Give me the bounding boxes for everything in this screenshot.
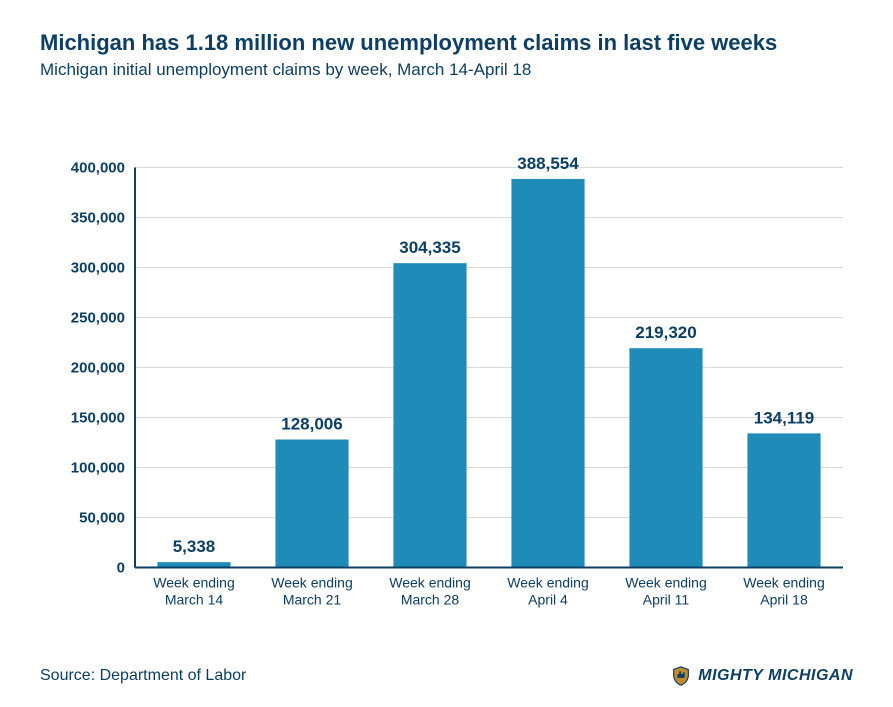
- source-citation: Source: Department of Labor: [40, 667, 246, 685]
- bar: [629, 348, 702, 567]
- brand-text: MIGHTY MICHIGAN: [698, 667, 853, 685]
- x-tick-label: Week ending: [625, 575, 706, 591]
- chart-subtitle: Michigan initial unemployment claims by …: [40, 60, 853, 80]
- x-tick-label: March 14: [165, 592, 224, 608]
- x-tick-label: April 18: [760, 592, 808, 608]
- x-tick-label: March 28: [401, 592, 460, 608]
- y-tick-label: 50,000: [79, 510, 125, 527]
- y-tick-label: 300,000: [71, 260, 125, 277]
- x-tick-label: Week ending: [389, 575, 470, 591]
- shield-icon: [670, 665, 692, 687]
- chart-title: Michigan has 1.18 million new unemployme…: [40, 30, 853, 56]
- x-tick-label: Week ending: [743, 575, 824, 591]
- chart-plot-area: 0 50,000 100,000 150,000 200,000 250,000 300,0…: [40, 110, 853, 655]
- x-tick-label: March 21: [283, 592, 342, 608]
- y-tick-label: 200,000: [71, 360, 125, 377]
- bar-value-label: 304,335: [399, 238, 460, 257]
- bar-chart-svg: 0 50,000 100,000 150,000 200,000 250,000 300,0…: [40, 110, 853, 655]
- bar: [275, 439, 348, 567]
- chart-footer: Source: Department of Labor MIGHTY MICHI…: [40, 665, 853, 687]
- y-tick-label: 100,000: [71, 460, 125, 477]
- x-tick-label: Week ending: [507, 575, 588, 591]
- bar-value-label: 5,338: [173, 537, 216, 556]
- brand-logo: MIGHTY MICHIGAN: [670, 665, 853, 687]
- x-tick-label: Week ending: [153, 575, 234, 591]
- chart-container: Michigan has 1.18 million new unemployme…: [0, 0, 893, 707]
- bar-value-label: 219,320: [635, 323, 696, 342]
- y-tick-label: 0: [117, 560, 125, 577]
- y-tick-label: 150,000: [71, 410, 125, 427]
- y-tick-label: 250,000: [71, 310, 125, 327]
- bar-value-label: 128,006: [281, 414, 342, 433]
- bar: [393, 263, 466, 567]
- x-tick-label: Week ending: [271, 575, 352, 591]
- bar-value-label: 388,554: [517, 154, 579, 173]
- bar: [747, 433, 820, 567]
- bar: [511, 179, 584, 568]
- y-tick-label: 400,000: [71, 160, 125, 177]
- x-tick-label: April 4: [528, 592, 568, 608]
- x-tick-label: April 11: [643, 592, 690, 608]
- bar-value-label: 134,119: [754, 408, 815, 427]
- y-tick-label: 350,000: [71, 210, 125, 227]
